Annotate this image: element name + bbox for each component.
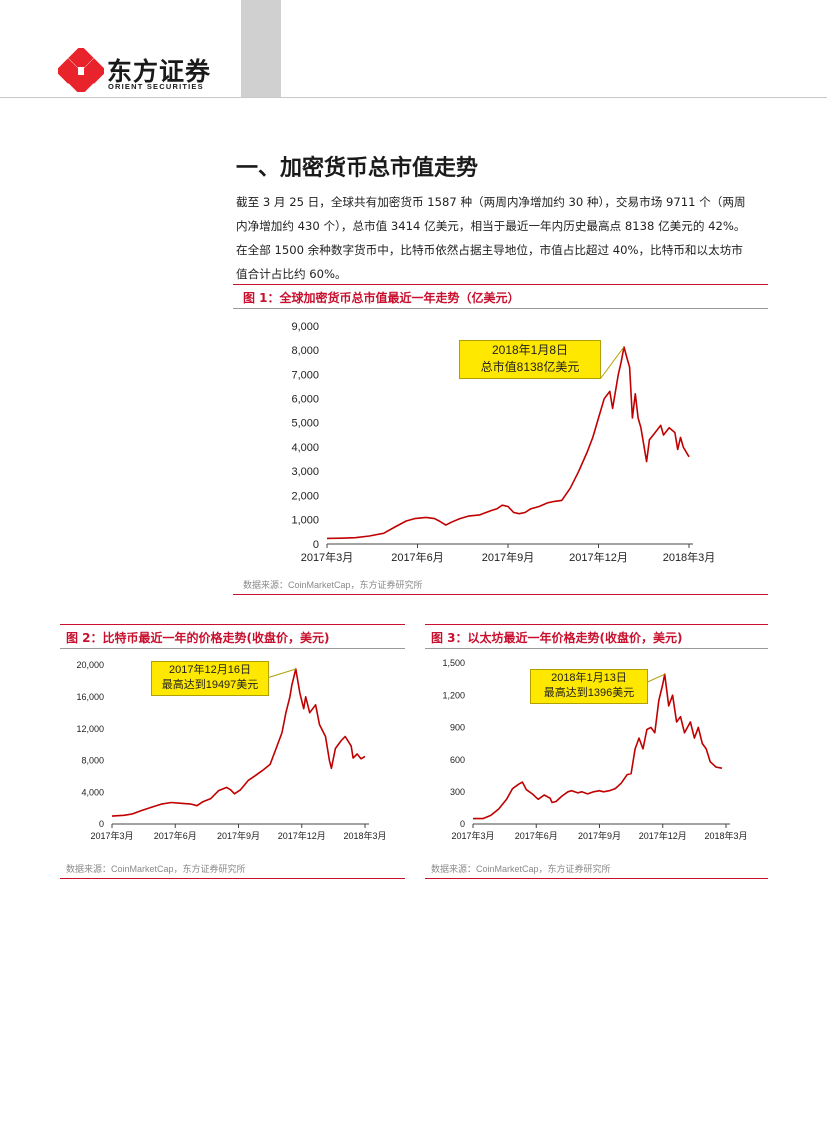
brand-name-en: ORIENT SECURITIES xyxy=(108,82,204,91)
x-tick-label: 2018年3月 xyxy=(704,830,747,841)
y-tick-label: 16,000 xyxy=(76,692,104,702)
fig1-chart: 0 1,000 2,000 3,000 4,000 5,000 6,000 7,000 8,00… xyxy=(291,321,716,564)
y-tick-label: 900 xyxy=(450,723,465,733)
x-tick-label: 2017年9月 xyxy=(482,550,535,564)
header-tab xyxy=(241,0,281,97)
x-tick-label: 2018年3月 xyxy=(663,550,716,564)
fig2-chart: 0 4,000 8,000 12,000 16,000 20,000 2017年3月 2017… xyxy=(76,660,386,841)
paragraph-line: 截至 3 月 25 日，全球共有加密货币 1587 种（两周内净增加约 30 种… xyxy=(236,195,746,209)
fig2-callout: 2017年12月16日 最高达到19497美元 xyxy=(151,661,269,696)
callout-line: 总市值8138亿美元 xyxy=(480,360,580,374)
y-tick-label: 0 xyxy=(460,819,465,829)
paragraph-line: 内净增加约 430 个），总市值 3414 亿美元，相当于最近一年内历史最高点 … xyxy=(236,219,746,233)
callout-line: 2018年1月8日 xyxy=(491,343,569,357)
x-tick-label: 2018年3月 xyxy=(343,830,386,841)
y-tick-label: 1,200 xyxy=(442,690,465,700)
x-tick-label: 2017年3月 xyxy=(90,830,133,841)
y-tick-label: 3,000 xyxy=(291,466,319,478)
callout-line: 最高达到19497美元 xyxy=(161,679,259,691)
fig3-chart: 0 300 600 900 1,200 1,500 2017年3月 2017年6月 2017年9… xyxy=(442,658,747,841)
fig2-title: 图 2：比特币最近一年的价格走势(收盘价，美元) xyxy=(66,631,330,645)
fig2-top-rule xyxy=(60,624,405,625)
fig1-callout: 2018年1月8日 总市值8138亿美元 xyxy=(459,340,601,379)
y-tick-label: 9,000 xyxy=(291,321,319,333)
fig3-title: 图 3：以太坊最近一年价格走势(收盘价，美元) xyxy=(431,631,683,645)
section-title: 一、加密货币总市值走势 xyxy=(236,156,479,181)
paragraph-line: 值合计占比约 60%。 xyxy=(236,267,347,281)
x-tick-label: 2017年9月 xyxy=(217,830,260,841)
y-tick-label: 300 xyxy=(450,787,465,797)
callout-line: 2018年1月13日 xyxy=(551,672,627,684)
y-tick-label: 600 xyxy=(450,755,465,765)
fig3-title-rule xyxy=(425,648,768,649)
y-tick-label: 5,000 xyxy=(291,418,319,430)
y-tick-label: 2,000 xyxy=(291,490,319,502)
fig1-top-rule xyxy=(233,284,768,285)
y-tick-label: 0 xyxy=(313,539,319,551)
x-tick-label: 2017年3月 xyxy=(301,550,354,564)
brand-name-cn: 东方证券 xyxy=(107,57,212,86)
y-tick-label: 8,000 xyxy=(81,756,104,766)
x-tick-label: 2017年12月 xyxy=(278,830,326,841)
series-line xyxy=(326,346,690,540)
fig1-title-rule xyxy=(233,308,768,309)
y-tick-label: 12,000 xyxy=(76,724,104,734)
y-tick-label: 4,000 xyxy=(81,787,104,797)
series-line xyxy=(473,673,723,820)
x-tick-label: 2017年12月 xyxy=(639,830,687,841)
fig2-source: 数据来源：CoinMarketCap，东方证券研究所 xyxy=(66,864,246,874)
x-tick-label: 2017年9月 xyxy=(578,830,621,841)
y-tick-label: 0 xyxy=(99,819,104,829)
header-divider xyxy=(0,97,827,98)
y-tick-label: 6,000 xyxy=(291,394,319,406)
y-tick-label: 1,000 xyxy=(291,515,319,527)
orient-logo-icon xyxy=(58,48,104,92)
callout-pointer xyxy=(266,668,296,679)
body-paragraph: 截至 3 月 25 日，全球共有加密货币 1587 种（两周内净增加约 30 种… xyxy=(236,190,771,286)
series-line xyxy=(111,668,366,817)
x-tick-label: 2017年12月 xyxy=(569,550,628,564)
y-tick-label: 7,000 xyxy=(291,369,319,381)
x-tick-label: 2017年6月 xyxy=(515,830,558,841)
x-tick-label: 2017年6月 xyxy=(391,550,444,564)
y-tick-label: 1,500 xyxy=(442,658,465,668)
fig1-title: 图 1：全球加密货币总市值最近一年走势（亿美元） xyxy=(243,291,520,305)
fig3-callout: 2018年1月13日 最高达到1396美元 xyxy=(530,669,648,704)
fig3-source: 数据来源：CoinMarketCap，东方证券研究所 xyxy=(431,864,611,874)
callout-line: 2017年12月16日 xyxy=(169,664,251,676)
paragraph-line: 在全部 1500 余种数字货币中，比特币依然占据主导地位，市值占比超过 40%，… xyxy=(236,243,743,257)
callout-pointer xyxy=(600,346,625,379)
y-tick-label: 20,000 xyxy=(76,660,104,670)
fig3-top-rule xyxy=(425,624,768,625)
callout-line: 最高达到1396美元 xyxy=(543,687,635,699)
fig3-bottom-rule xyxy=(425,878,768,879)
x-tick-label: 2017年3月 xyxy=(451,830,494,841)
y-tick-label: 8,000 xyxy=(291,345,319,357)
fig1-source: 数据来源：CoinMarketCap，东方证券研究所 xyxy=(243,580,423,590)
y-tick-label: 4,000 xyxy=(291,442,319,454)
fig1-bottom-rule xyxy=(233,594,768,595)
x-tick-label: 2017年6月 xyxy=(154,830,197,841)
fig2-bottom-rule xyxy=(60,878,405,879)
fig2-title-rule xyxy=(60,648,405,649)
